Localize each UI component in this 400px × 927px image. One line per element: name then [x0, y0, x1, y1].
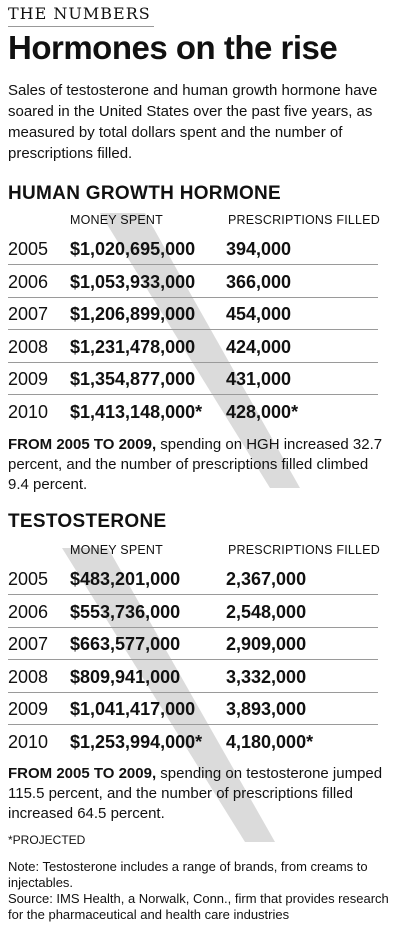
hgh-money-cell: $1,354,877,000	[70, 369, 196, 389]
testosterone-prescriptions-cell: 4,180,000*	[226, 731, 314, 752]
kicker: THE NUMBERS	[8, 4, 154, 27]
testosterone-year-cell: 2008	[8, 666, 49, 687]
testosterone-summary: FROM 2005 TO 2009, spending on testoster…	[8, 764, 392, 824]
testosterone-summary-text: spending on testosterone jumped 115.5 pe…	[8, 765, 383, 822]
testosterone-prescriptions-cell: 3,893,000	[226, 699, 307, 719]
hgh-year-cell: 2010	[8, 401, 49, 422]
testosterone-year-cell: 2005	[8, 569, 49, 589]
projected-footnote: *PROJECTED	[8, 833, 86, 847]
hgh-money-cell: $1,053,933,000	[70, 271, 196, 292]
testosterone-row: 2006 $553,736,000 2,548,000	[8, 595, 378, 628]
hgh-prescriptions-cell: 424,000	[226, 336, 292, 357]
testosterone-money-cell: $553,736,000	[70, 601, 181, 622]
testosterone-money-cell: $483,201,000	[70, 569, 181, 589]
hgh-row: 2009 $1,354,877,000 431,000	[8, 362, 378, 395]
page-title: Hormones on the rise	[8, 29, 338, 66]
testosterone-row: 2008 $809,941,000 3,332,000	[8, 660, 378, 693]
intro-text: Sales of testosterone and human growth h…	[8, 82, 378, 162]
hgh-prescriptions-cell: 394,000	[226, 239, 292, 259]
testosterone-prescriptions-cell: 2,367,000	[226, 569, 307, 589]
hgh-prescriptions-cell: 431,000	[226, 369, 292, 389]
testosterone-prescriptions-cell: 2,909,000	[226, 634, 307, 654]
hgh-row: 2008 $1,231,478,000 424,000	[8, 330, 378, 363]
hgh-col-prescriptions: PRESCRIPTIONS FILLED	[228, 213, 380, 227]
hgh-row: 2010 $1,413,148,000* 428,000*	[8, 395, 378, 427]
hgh-row: 2006 $1,053,933,000 366,000	[8, 265, 378, 298]
testosterone-row: 2007 $663,577,000 2,909,000	[8, 627, 378, 660]
testosterone-col-prescriptions: PRESCRIPTIONS FILLED	[228, 543, 380, 557]
testosterone-money-cell: $1,041,417,000	[70, 699, 196, 719]
testosterone-year-cell: 2006	[8, 601, 49, 622]
testosterone-money-cell: $663,577,000	[70, 634, 181, 654]
hgh-summary: FROM 2005 TO 2009, spending on HGH incre…	[8, 435, 392, 495]
hgh-summary-text: spending on HGH increased 32.7 percent, …	[8, 436, 383, 493]
hgh-year-cell: 2009	[8, 369, 49, 389]
hgh-col-money: MONEY SPENT	[70, 213, 163, 227]
hgh-year-cell: 2005	[8, 239, 49, 259]
hgh-money-cell: $1,206,899,000	[70, 304, 196, 324]
testosterone-row: 2009 $1,041,417,000 3,893,000	[8, 692, 378, 725]
hgh-section-title: HUMAN GROWTH HORMONE	[8, 183, 282, 204]
testosterone-section-title: TESTOSTERONE	[8, 511, 167, 532]
testosterone-prescriptions-cell: 2,548,000	[226, 601, 307, 622]
testosterone-year-cell: 2009	[8, 699, 49, 719]
testosterone-col-money: MONEY SPENT	[70, 543, 163, 557]
hgh-money-cell: $1,413,148,000*	[70, 401, 203, 422]
hgh-money-cell: $1,231,478,000	[70, 336, 196, 357]
note-text: Note: Testosterone includes a range of b…	[8, 859, 368, 890]
source-text: Source: IMS Health, a Norwalk, Conn., fi…	[8, 891, 389, 922]
hgh-year-cell: 2006	[8, 271, 49, 292]
hgh-summary-lead: FROM 2005 TO 2009,	[8, 436, 157, 453]
hgh-row: 2007 $1,206,899,000 454,000	[8, 297, 378, 330]
hgh-prescriptions-cell: 366,000	[226, 271, 292, 292]
testosterone-row: 2010 $1,253,994,000* 4,180,000*	[8, 725, 378, 757]
testosterone-money-cell: $809,941,000	[70, 666, 181, 687]
hgh-prescriptions-cell: 428,000*	[226, 401, 299, 422]
hgh-year-cell: 2007	[8, 304, 49, 324]
testosterone-row: 2005 $483,201,000 2,367,000	[8, 562, 378, 595]
testosterone-summary-lead: FROM 2005 TO 2009,	[8, 765, 157, 782]
hgh-year-cell: 2008	[8, 336, 49, 357]
testosterone-year-cell: 2007	[8, 634, 49, 654]
testosterone-money-cell: $1,253,994,000*	[70, 731, 203, 752]
testosterone-prescriptions-cell: 3,332,000	[226, 666, 307, 687]
hgh-row: 2005 $1,020,695,000 394,000	[8, 232, 378, 265]
hgh-money-cell: $1,020,695,000	[70, 239, 196, 259]
testosterone-year-cell: 2010	[8, 731, 49, 752]
hgh-prescriptions-cell: 454,000	[226, 304, 292, 324]
